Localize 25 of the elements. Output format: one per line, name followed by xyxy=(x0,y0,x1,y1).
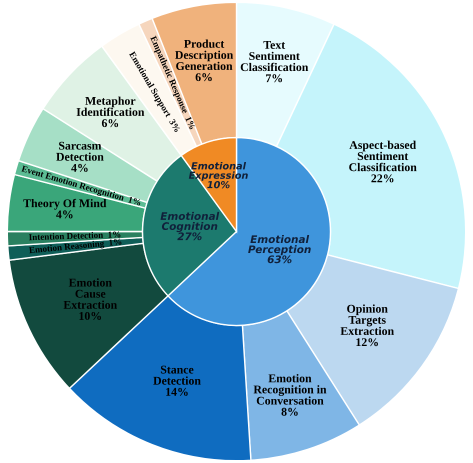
slice-label: Stance Detection xyxy=(153,366,201,385)
slice-label: Metaphor Identification xyxy=(76,96,144,116)
data-label: 27% xyxy=(177,232,202,240)
data-label: 7% xyxy=(266,74,282,82)
slice-label: Text Sentiment Classification xyxy=(240,41,308,72)
data-label: 10% xyxy=(79,312,101,320)
data-label: 10% xyxy=(207,180,230,188)
data-label: 14% xyxy=(166,388,188,396)
text: Emotional Perception xyxy=(248,235,311,256)
data-label: 4% xyxy=(56,210,73,218)
text: Emotional Cognition xyxy=(160,212,220,232)
slice-label: Aspect-based Sentiment Classification xyxy=(349,140,417,172)
slice-label: Opinion Targets Extraction xyxy=(340,304,394,336)
data-label: 8% xyxy=(282,408,298,416)
data-label: 6% xyxy=(196,73,212,82)
slice-label: Emotion Cause Extraction xyxy=(64,278,117,309)
data-label: 12% xyxy=(356,338,378,346)
data-label: 63% xyxy=(268,255,292,264)
slice-label: Product Description Generation xyxy=(175,39,234,70)
data-label: 22% xyxy=(371,174,394,182)
data-label: 6% xyxy=(102,119,118,128)
data-label: 4% xyxy=(71,164,88,172)
slice-label: Emotion Recognition in Conversation xyxy=(254,374,326,405)
slice-label: Sarcasm Detection xyxy=(56,142,104,161)
slice-label: Theory Of Mind xyxy=(23,198,106,210)
